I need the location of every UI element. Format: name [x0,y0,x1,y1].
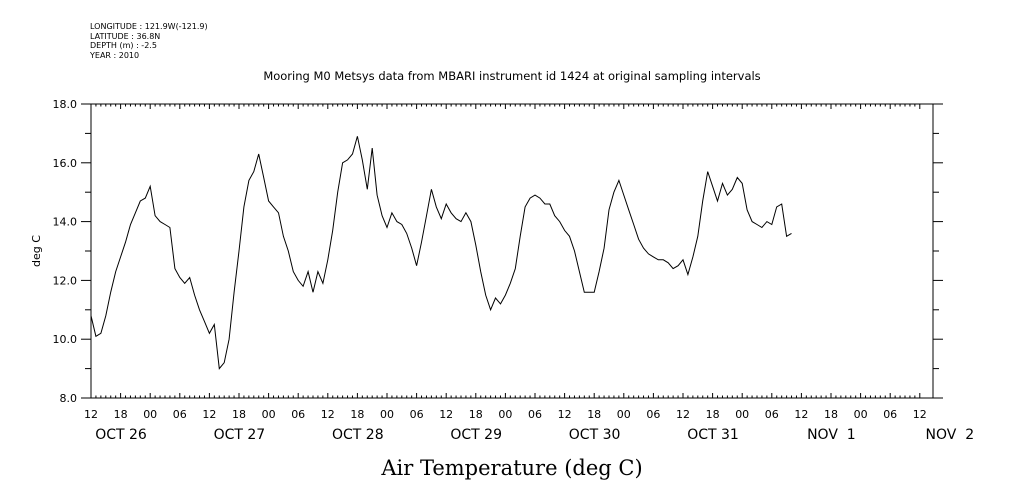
x-hour-label: 12 [202,408,216,421]
x-hour-label: 06 [883,408,897,421]
chart-title: Mooring M0 Metsys data from MBARI instru… [263,69,760,83]
x-hour-labels: 12 18 00 06 12 18 00 06 12 18 00 06 12 18 00 06 12 18 00 06… [84,408,927,421]
y-tick-label: 12.0 [53,274,78,287]
y-axis-label: deg C [30,235,43,267]
x-hour-label: 12 [794,408,808,421]
y-tick-label: 16.0 [53,157,78,170]
x-date-label: OCT 27 [214,427,266,443]
y-tick-label: 8.0 [60,392,78,405]
x-hour-label: 06 [765,408,779,421]
longitude-label: LONGITUDE : 121.9W(-121.9) [90,22,208,31]
axis-ticks [81,103,943,399]
x-hour-label: 18 [350,408,364,421]
x-hour-label: 06 [646,408,660,421]
x-date-label: OCT 29 [450,427,502,443]
y-tick-label: 14.0 [53,216,78,229]
x-hour-label: 12 [321,408,335,421]
x-date-label: NOV 2 [925,427,974,443]
x-hour-label: 00 [854,408,868,421]
x-hour-label: 00 [498,408,512,421]
x-hour-label: 12 [439,408,453,421]
station-metadata: LONGITUDE : 121.9W(-121.9) LATITUDE : 36… [90,22,208,60]
y-tick-label: 18.0 [53,98,78,111]
x-date-label: OCT 30 [569,427,621,443]
temperature-line [90,136,792,370]
x-hour-label: 12 [558,408,572,421]
x-hour-label: 18 [232,408,246,421]
x-hour-label: 00 [143,408,157,421]
x-date-label: OCT 28 [332,427,384,443]
x-hour-label: 18 [114,408,128,421]
x-hour-label: 06 [528,408,542,421]
x-hour-label: 00 [380,408,394,421]
x-hour-label: 00 [262,408,276,421]
x-date-label: OCT 26 [95,427,147,443]
x-date-labels: OCT 26 OCT 27 OCT 28 OCT 29 OCT 30 OCT 31 NOV … [95,427,974,443]
x-hour-label: 06 [410,408,424,421]
x-hour-label: 12 [676,408,690,421]
x-date-label: NOV 1 [807,427,856,443]
y-tick-label: 10.0 [53,333,78,346]
year-label: YEAR : 2010 [90,50,140,60]
x-hour-label: 00 [735,408,749,421]
x-hour-label: 06 [173,408,187,421]
x-date-label: OCT 31 [687,427,739,443]
depth-label: DEPTH (m) : -2.5 [90,41,157,51]
x-hour-label: 00 [617,408,631,421]
x-hour-label: 18 [587,408,601,421]
x-hour-label: 12 [913,408,927,421]
x-hour-label: 12 [84,408,98,421]
x-axis-label: Air Temperature (deg C) [380,456,642,480]
y-tick-labels: 8.0 10.0 12.0 14.0 16.0 18.0 [53,98,78,405]
x-hour-label: 18 [824,408,838,421]
x-hour-label: 18 [706,408,720,421]
x-hour-label: 18 [469,408,483,421]
latitude-label: LATITUDE : 36.8N [90,31,161,41]
x-hour-label: 06 [291,408,305,421]
